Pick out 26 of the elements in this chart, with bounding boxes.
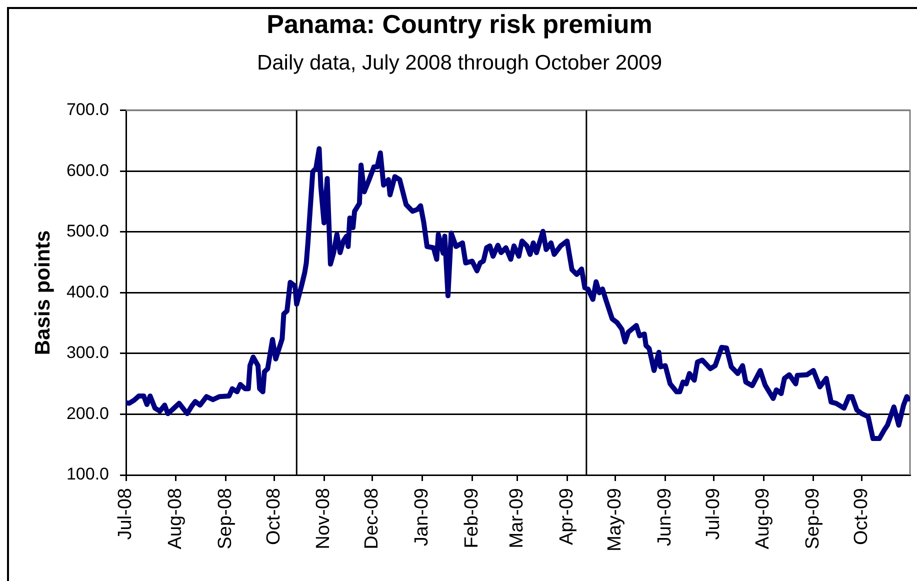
chart-title: Panama: Country risk premium: [266, 8, 652, 39]
x-tick-label: Oct-08: [263, 488, 284, 546]
x-tick-label: Aug-09: [752, 488, 774, 550]
y-tick-label: 400.0: [66, 282, 109, 302]
x-tick-label: Feb-09: [461, 488, 482, 548]
y-tick-label: 300.0: [66, 343, 109, 362]
x-tick-label: Jul-09: [702, 488, 724, 540]
x-tick-label: Aug-08: [165, 488, 186, 550]
chart-subtitle: Daily data, July 2008 through October 2009: [256, 52, 662, 75]
x-tick-label: Apr-09: [556, 488, 578, 546]
x-tick-label: Nov-08: [313, 488, 334, 550]
x-tick-label: Jun-09: [654, 488, 676, 546]
y-tick-label: 500.0: [66, 222, 109, 241]
y-tick-label: 100.0: [66, 464, 109, 484]
x-tick-label: Jul-08: [115, 488, 136, 540]
x-tick-label: Oct-09: [850, 488, 872, 546]
y-axis-title: Basis points: [31, 230, 54, 356]
x-tick-label: Sep-08: [215, 488, 236, 550]
x-tick-label: Dec-08: [362, 488, 383, 550]
y-tick-label: 600.0: [66, 160, 109, 180]
x-tick-label: Sep-09: [802, 488, 824, 550]
x-tick-label: Jan-09: [411, 488, 432, 546]
y-tick-label: 700.0: [66, 100, 109, 120]
y-tick-label: 200.0: [66, 404, 109, 423]
x-tick-label: May-09: [604, 488, 626, 552]
x-tick-label: Mar-09: [506, 488, 528, 548]
